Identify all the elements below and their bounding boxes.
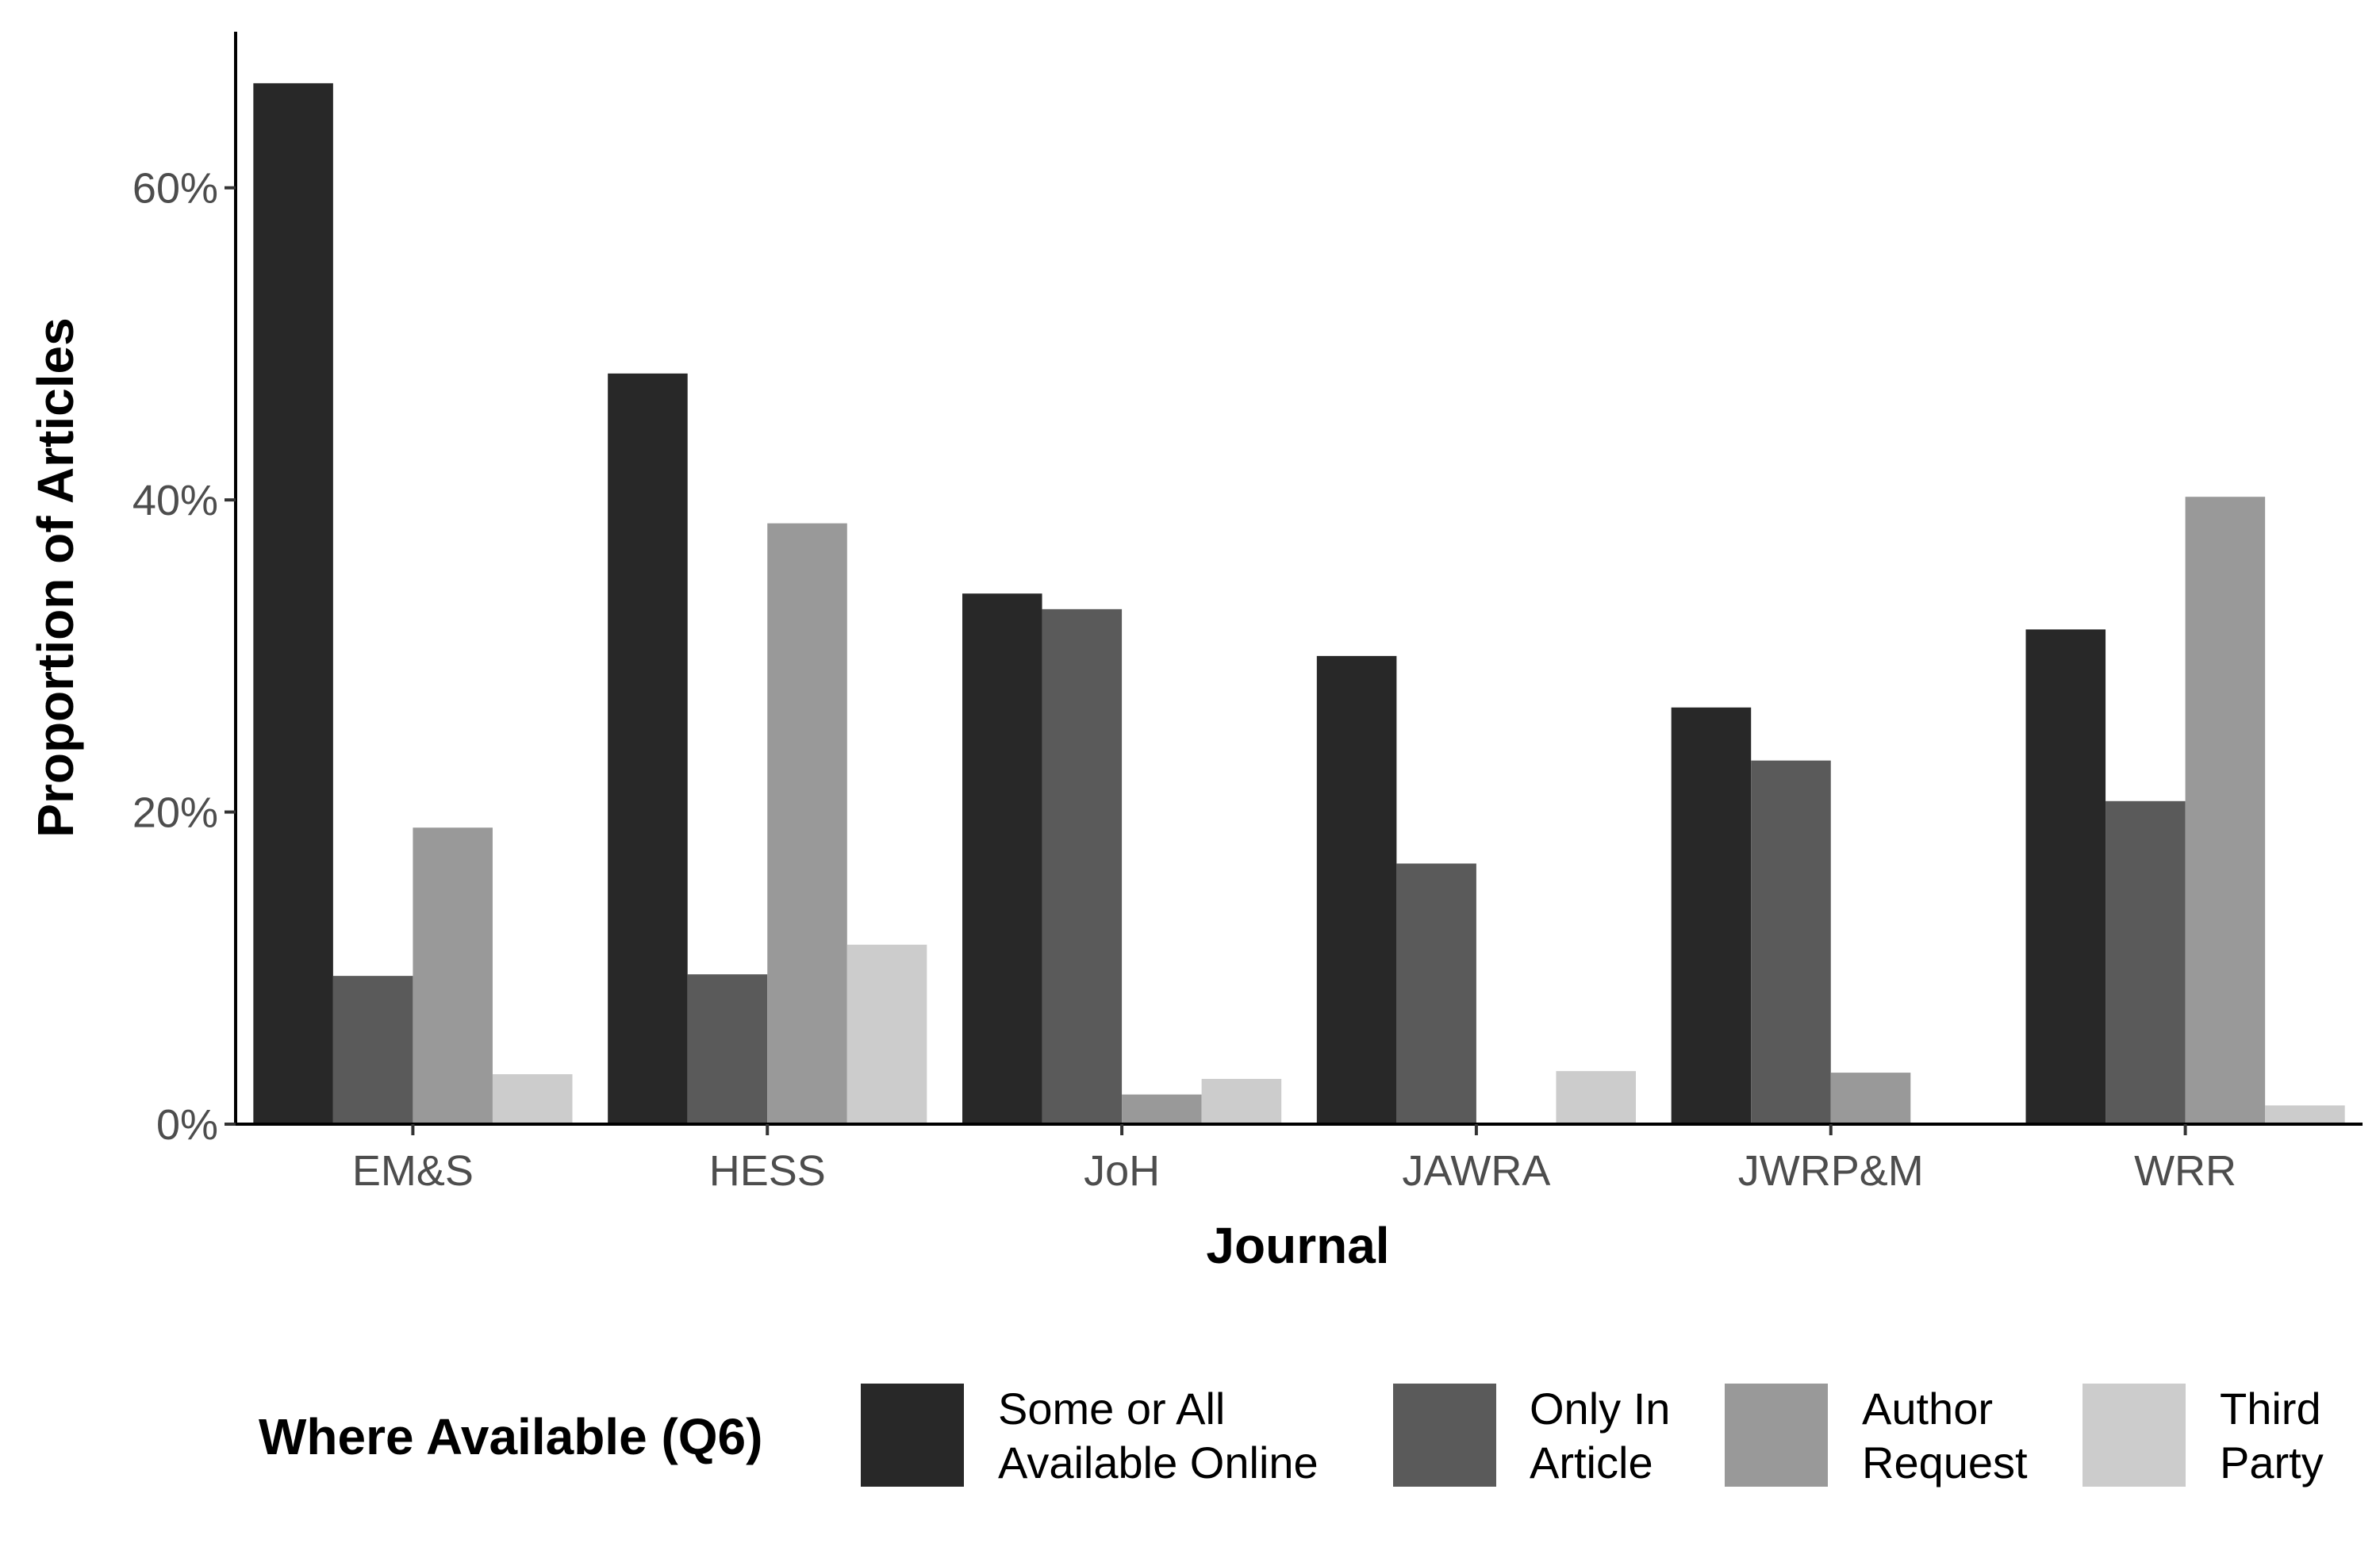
bar-hess-author-request (767, 523, 847, 1124)
legend: Where Available (Q6) Some or All Availabl… (259, 1384, 2324, 1488)
bar-joh-third-party (1201, 1078, 1282, 1124)
axes-group: 0% 20% 40% 60% EM&S HESS JoH JAWRA JWRP&M WRR (132, 32, 2363, 1195)
y-tick-label: 0% (156, 1101, 218, 1149)
bar-wrr-author-request (2185, 497, 2266, 1124)
bar-joh-author-request (1122, 1094, 1202, 1124)
bar-jawra-some-or-all-available-online (1316, 655, 1397, 1124)
legend-label-author-request: Author Request (1862, 1384, 2028, 1488)
bar-em-s-some-or-all-available-online (253, 83, 333, 1124)
legend-key-third-party (2082, 1384, 2186, 1487)
bar-joh-only-in-article (1042, 608, 1123, 1124)
x-tick-label: WRR (2134, 1147, 2236, 1195)
bars-group (253, 83, 2345, 1124)
bar-jwrp-m-author-request (1830, 1073, 1911, 1124)
legend-key-some-or-all-available-online (861, 1384, 964, 1487)
bar-em-s-only-in-article (332, 976, 413, 1124)
y-tick-label: 40% (132, 477, 218, 524)
bar-jwrp-m-some-or-all-available-online (1671, 707, 1752, 1124)
bar-jawra-third-party (1556, 1071, 1636, 1124)
bar-wrr-some-or-all-available-online (2025, 629, 2106, 1124)
bar-hess-some-or-all-available-online (608, 373, 688, 1124)
x-axis-title: Journal (1206, 1217, 1389, 1274)
bar-hess-third-party (846, 944, 927, 1124)
x-tick-label: JAWRA (1402, 1147, 1550, 1195)
legend-key-author-request (1725, 1384, 1828, 1487)
x-tick-label: JoH (1084, 1147, 1160, 1195)
bar-jwrp-m-only-in-article (1751, 760, 1831, 1124)
bar-em-s-third-party (492, 1074, 573, 1124)
x-tick-label: EM&S (352, 1147, 474, 1195)
legend-label-some-or-all-available-online: Some or All Available Online (998, 1384, 1319, 1488)
legend-key-only-in-article (1393, 1384, 1496, 1487)
y-tick-label: 60% (132, 165, 218, 213)
bar-jawra-only-in-article (1396, 863, 1476, 1124)
x-tick-label: JWRP&M (1738, 1147, 1924, 1195)
bar-hess-only-in-article (687, 974, 768, 1124)
y-tick-label: 20% (132, 789, 218, 837)
x-tick-label: HESS (709, 1147, 826, 1195)
bar-wrr-third-party (2265, 1105, 2345, 1124)
y-axis-title: Proportion of Articles (27, 317, 84, 837)
bar-joh-some-or-all-available-online (962, 593, 1042, 1124)
bar-em-s-author-request (413, 827, 493, 1124)
legend-label-third-party: Third Party (2220, 1384, 2324, 1488)
bar-wrr-only-in-article (2106, 800, 2186, 1124)
legend-title: Where Available (Q6) (259, 1408, 762, 1465)
legend-label-only-in-article: Only In Article (1530, 1384, 1670, 1488)
